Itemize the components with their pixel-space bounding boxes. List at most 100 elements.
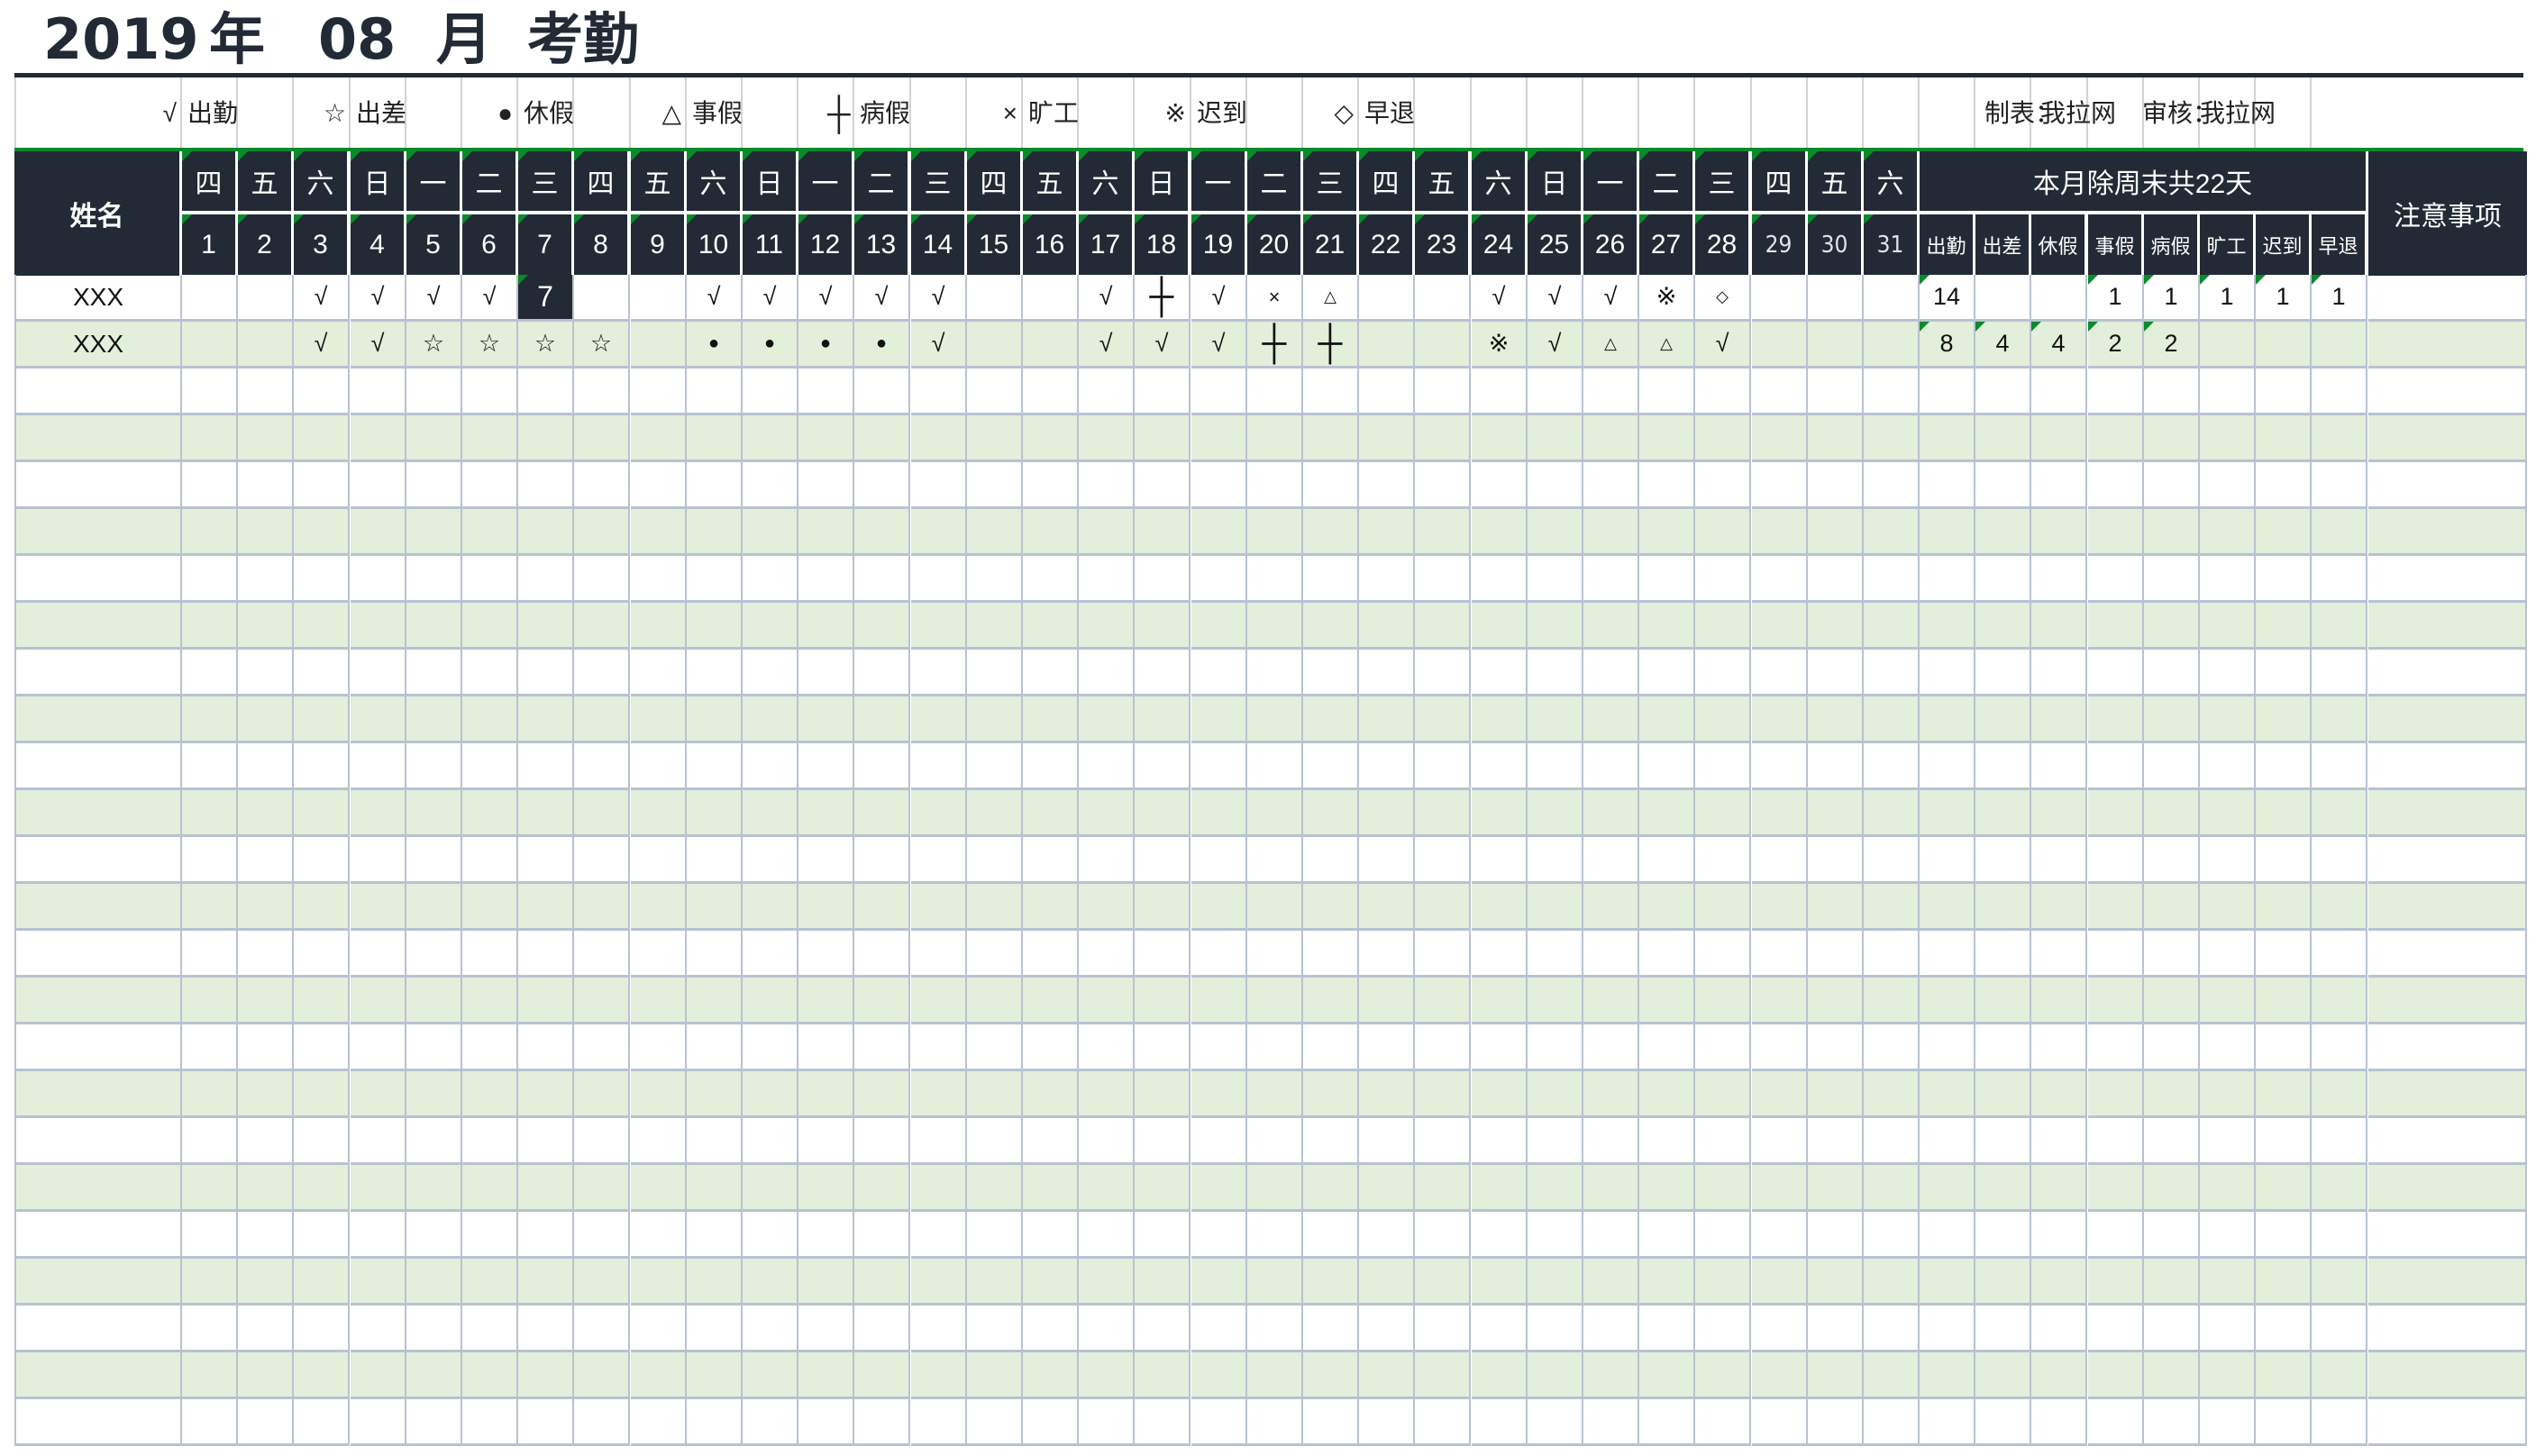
attendance-cell[interactable]	[854, 1306, 910, 1352]
attendance-cell[interactable]	[462, 931, 518, 978]
summary-cell[interactable]	[2312, 743, 2367, 790]
attendance-cell[interactable]	[1528, 837, 1583, 884]
attendance-cell[interactable]	[1583, 1212, 1639, 1259]
summary-cell[interactable]	[1975, 556, 2031, 603]
attendance-cell[interactable]	[1247, 556, 1303, 603]
attendance-cell[interactable]: √	[1079, 275, 1135, 322]
attendance-cell[interactable]	[911, 1165, 967, 1212]
attendance-cell[interactable]	[182, 931, 238, 978]
attendance-cell[interactable]	[294, 1118, 350, 1165]
attendance-cell[interactable]	[294, 837, 350, 884]
attendance-cell[interactable]	[798, 1399, 854, 1446]
attendance-cell[interactable]	[631, 790, 687, 837]
attendance-cell[interactable]	[406, 556, 462, 603]
attendance-cell[interactable]	[1639, 837, 1695, 884]
attendance-cell[interactable]	[1135, 1118, 1190, 1165]
attendance-cell[interactable]	[1023, 1306, 1079, 1352]
attendance-cell[interactable]	[631, 1352, 687, 1399]
summary-cell[interactable]	[1975, 884, 2031, 931]
summary-cell[interactable]	[2144, 931, 2200, 978]
attendance-cell[interactable]	[406, 369, 462, 415]
summary-cell[interactable]	[2256, 931, 2312, 978]
attendance-cell[interactable]	[1752, 1352, 1808, 1399]
summary-cell[interactable]: 14	[1920, 275, 1975, 322]
attendance-cell[interactable]	[798, 1024, 854, 1071]
attendance-cell[interactable]	[182, 369, 238, 415]
notes-cell[interactable]	[2368, 1071, 2527, 1118]
attendance-cell[interactable]	[1864, 415, 1920, 462]
attendance-cell[interactable]	[1808, 1024, 1864, 1071]
attendance-cell[interactable]	[1752, 415, 1808, 462]
attendance-cell[interactable]	[687, 1118, 743, 1165]
summary-cell[interactable]	[1920, 931, 1975, 978]
summary-cell[interactable]	[1920, 1399, 1975, 1446]
attendance-cell[interactable]	[687, 1165, 743, 1212]
summary-cell[interactable]	[2256, 509, 2312, 556]
attendance-cell[interactable]	[1247, 415, 1303, 462]
attendance-cell[interactable]	[1808, 931, 1864, 978]
attendance-cell[interactable]	[1191, 696, 1247, 743]
attendance-cell[interactable]	[1639, 1259, 1695, 1306]
attendance-cell[interactable]	[406, 509, 462, 556]
attendance-cell[interactable]: √	[1695, 322, 1751, 369]
attendance-cell[interactable]	[1864, 1352, 1920, 1399]
summary-cell[interactable]	[2256, 1306, 2312, 1352]
summary-cell[interactable]	[2088, 978, 2144, 1024]
attendance-cell[interactable]	[631, 1165, 687, 1212]
day-header[interactable]: 3	[294, 214, 350, 275]
summary-cell[interactable]	[2256, 1352, 2312, 1399]
attendance-cell[interactable]	[406, 1399, 462, 1446]
summary-cell[interactable]	[1975, 462, 2031, 509]
attendance-cell[interactable]	[351, 415, 406, 462]
attendance-cell[interactable]	[351, 1212, 406, 1259]
attendance-cell[interactable]	[1079, 1259, 1135, 1306]
attendance-cell[interactable]	[1135, 884, 1190, 931]
attendance-cell[interactable]	[1023, 275, 1079, 322]
attendance-cell[interactable]	[238, 696, 294, 743]
attendance-cell[interactable]	[406, 415, 462, 462]
attendance-cell[interactable]	[574, 1212, 630, 1259]
attendance-cell[interactable]	[1415, 743, 1471, 790]
attendance-cell[interactable]	[1864, 322, 1920, 369]
attendance-cell[interactable]	[1583, 931, 1639, 978]
attendance-cell[interactable]: √	[1191, 322, 1247, 369]
summary-cell[interactable]	[2031, 603, 2087, 650]
attendance-cell[interactable]	[294, 1352, 350, 1399]
employee-name-cell[interactable]	[14, 1306, 182, 1352]
attendance-cell[interactable]	[631, 696, 687, 743]
attendance-cell[interactable]	[238, 603, 294, 650]
attendance-cell[interactable]	[294, 743, 350, 790]
attendance-cell[interactable]	[1135, 1259, 1190, 1306]
summary-cell[interactable]	[2256, 462, 2312, 509]
attendance-cell[interactable]	[743, 884, 798, 931]
summary-cell[interactable]	[2200, 509, 2256, 556]
attendance-cell[interactable]	[1808, 1071, 1864, 1118]
attendance-cell[interactable]	[631, 603, 687, 650]
attendance-cell[interactable]	[574, 556, 630, 603]
attendance-cell[interactable]	[518, 650, 574, 696]
attendance-cell[interactable]	[1472, 978, 1528, 1024]
attendance-cell[interactable]	[574, 369, 630, 415]
summary-cell[interactable]	[2088, 1071, 2144, 1118]
attendance-cell[interactable]	[687, 415, 743, 462]
attendance-cell[interactable]	[462, 415, 518, 462]
attendance-cell[interactable]	[406, 1165, 462, 1212]
attendance-cell[interactable]	[743, 509, 798, 556]
attendance-cell[interactable]: √	[798, 275, 854, 322]
attendance-cell[interactable]	[798, 1118, 854, 1165]
attendance-cell[interactable]	[798, 743, 854, 790]
summary-cell[interactable]: 4	[1975, 322, 2031, 369]
summary-cell[interactable]	[2031, 696, 2087, 743]
attendance-cell[interactable]	[574, 275, 630, 322]
attendance-cell[interactable]	[1135, 931, 1190, 978]
attendance-cell[interactable]	[406, 1352, 462, 1399]
summary-cell[interactable]	[2144, 1352, 2200, 1399]
attendance-cell[interactable]	[1247, 462, 1303, 509]
attendance-cell[interactable]	[462, 1165, 518, 1212]
summary-cell[interactable]	[1920, 603, 1975, 650]
attendance-cell[interactable]	[798, 1165, 854, 1212]
notes-cell[interactable]	[2368, 1306, 2527, 1352]
summary-cell[interactable]	[1975, 603, 2031, 650]
attendance-cell[interactable]	[574, 1306, 630, 1352]
employee-name-cell[interactable]	[14, 509, 182, 556]
